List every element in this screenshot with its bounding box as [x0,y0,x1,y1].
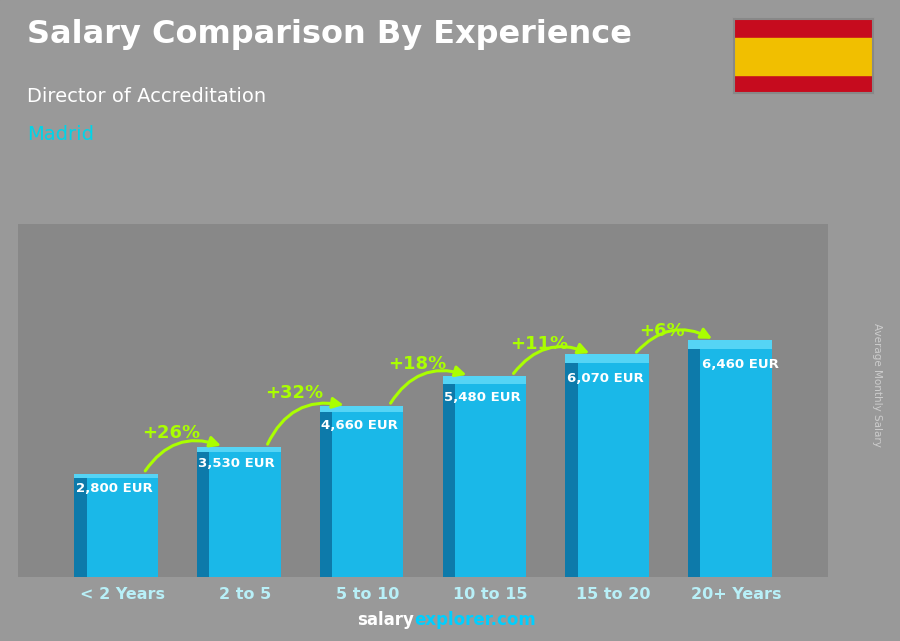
Bar [443,383,454,577]
Bar [565,363,578,577]
Bar [320,412,332,577]
Bar [454,378,526,577]
Text: +26%: +26% [142,424,201,442]
Bar [734,38,873,74]
Text: Salary Comparison By Experience: Salary Comparison By Experience [27,19,632,50]
Text: +6%: +6% [640,322,685,340]
Text: +18%: +18% [388,355,446,374]
Bar [443,376,526,383]
Bar [700,342,771,577]
Bar [75,478,86,577]
Bar [86,475,158,577]
Text: 3,530 EUR: 3,530 EUR [198,458,275,470]
Bar [734,74,873,93]
Text: salary: salary [357,612,414,629]
Text: 2,800 EUR: 2,800 EUR [76,482,152,495]
Bar [688,349,700,577]
Text: Madrid: Madrid [27,125,94,144]
Bar [688,340,771,349]
Bar [565,354,649,363]
Text: Average Monthly Salary: Average Monthly Salary [872,322,883,447]
Text: 5,480 EUR: 5,480 EUR [444,392,520,404]
Bar [332,408,403,577]
Text: 6,460 EUR: 6,460 EUR [702,358,778,371]
Text: +11%: +11% [510,335,569,353]
Bar [210,449,281,577]
Bar [578,356,649,577]
Bar [320,406,403,412]
Text: 4,660 EUR: 4,660 EUR [321,419,398,432]
Bar [197,453,210,577]
Text: +32%: +32% [266,384,323,402]
Bar [75,474,158,478]
Bar [734,19,873,38]
Bar [197,447,281,453]
Text: explorer.com: explorer.com [414,612,536,629]
Text: 6,070 EUR: 6,070 EUR [567,372,644,385]
Text: Director of Accreditation: Director of Accreditation [27,87,266,106]
